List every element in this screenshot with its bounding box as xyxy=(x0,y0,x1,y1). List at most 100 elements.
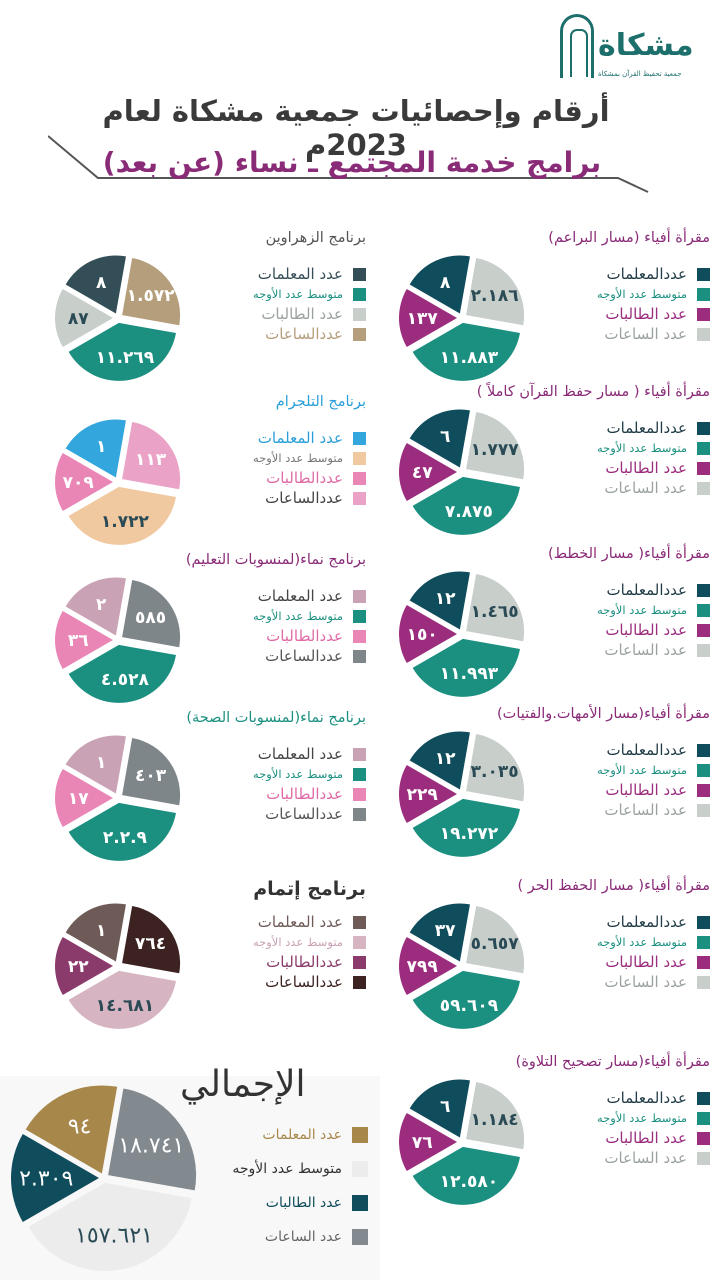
program-legend: عدد المعلمات متوسط عدد الأوجه عددالطالبات ع… xyxy=(190,912,366,992)
card-7-legend-row-3: عددالساعات xyxy=(190,804,366,824)
program-card-6: مقرأة أفياء(مسار الأمهات.والفتيات) ١٢ ١٩.٢… xyxy=(380,706,710,857)
card-5-legend-swatch-1 xyxy=(353,609,366,623)
card-5-legend-row-3: عددالساعات xyxy=(190,646,366,666)
card-5-slice-label-3: ٥٨٥ xyxy=(135,608,166,628)
card-0-slice-3 xyxy=(466,258,525,326)
total-slice-label-1: ١٥٧.٦٢١ xyxy=(75,1224,153,1249)
card-4-legend-row-3: عدد الساعات xyxy=(534,640,710,660)
total-legend-swatch-2 xyxy=(352,1195,368,1211)
card-7-slice-label-0: ١ xyxy=(96,753,106,773)
card-4-legend-swatch-2 xyxy=(697,623,710,637)
card-3-slice-3 xyxy=(122,422,181,490)
total-slice-1 xyxy=(28,1182,192,1271)
card-10-legend-label-0: عددالمعلمات xyxy=(606,1089,687,1107)
card-8-legend-label-1: متوسط عدد الأوجه xyxy=(596,935,687,949)
card-5-legend-label-0: عدد المعلمات xyxy=(257,587,343,605)
card-5-legend-swatch-0 xyxy=(353,589,366,603)
program-card-title: برنامج التلجرام xyxy=(275,394,366,410)
card-10-slice-1 xyxy=(412,1146,520,1205)
page-title: أرقام وإحصائيات جمعية مشكاة لعام 2023م xyxy=(102,94,610,162)
card-1-legend-label-1: متوسط عدد الأوجه xyxy=(252,287,343,301)
total-legend-swatch-1 xyxy=(352,1161,368,1177)
card-1-slice-label-0: ٨ xyxy=(96,273,107,293)
card-5-slice-label-1: ٤.٥٢٨ xyxy=(101,670,150,690)
program-legend: عدد المعلمات متوسط عدد الأوجه عددالطالبات ع… xyxy=(190,744,366,824)
card-8-legend-swatch-2 xyxy=(697,955,710,969)
card-6-legend-label-0: عددالمعلمات xyxy=(606,741,687,759)
card-9-legend-swatch-3 xyxy=(353,975,366,989)
card-6-legend-row-2: عدد الطالبات xyxy=(534,780,710,800)
card-8-slice-0 xyxy=(409,903,470,962)
card-4-slice-1 xyxy=(412,638,520,697)
total-legend-label-2: عدد الطالبات xyxy=(265,1195,342,1211)
program-legend: عدد المعلمات متوسط عدد الأوجه عدد الطالبات… xyxy=(190,264,366,344)
card-7-slice-1 xyxy=(68,802,176,861)
card-2-legend-label-2: عدد الطالبات xyxy=(605,459,687,477)
total-legend: عدد المعلمات متوسط عدد الأوجه عدد الطالبات… xyxy=(228,1118,368,1254)
card-4-legend-label-0: عددالمعلمات xyxy=(606,581,687,599)
program-card-title: مقرأة أفياء(مسار تصحيح التلاوة) xyxy=(515,1054,710,1070)
card-7-legend-row-2: عددالطالبات xyxy=(190,784,366,804)
card-1-legend-label-3: عددالساعات xyxy=(265,325,343,343)
card-7-slice-3 xyxy=(122,738,181,806)
card-5-slice-1 xyxy=(68,644,176,703)
card-2-legend-label-3: عدد الساعات xyxy=(604,479,687,497)
card-6-legend-row-1: متوسط عدد الأوجه xyxy=(534,760,710,780)
program-card-title: مقرأة أفياء( مسار الخطط) xyxy=(547,546,710,562)
total-legend-swatch-0 xyxy=(352,1127,368,1143)
program-card-10: مقرأة أفياء(مسار تصحيح التلاوة) ٦ ١٢.٥٨٠ ٧٦… xyxy=(380,1054,710,1205)
card-1-legend-swatch-0 xyxy=(353,267,366,281)
card-0-slice-1 xyxy=(412,322,520,381)
card-0-legend-row-1: متوسط عدد الأوجه xyxy=(534,284,710,304)
card-1-slice-2 xyxy=(55,289,113,347)
total-legend-row-1: متوسط عدد الأوجه xyxy=(228,1152,368,1186)
card-0-legend-row-2: عدد الطالبات xyxy=(534,304,710,324)
card-4-legend-swatch-0 xyxy=(697,583,710,597)
card-9-slice-label-3: ٧٦٤ xyxy=(135,934,166,954)
card-1-legend-row-2: عدد الطالبات xyxy=(190,304,366,324)
card-7-slice-label-2: ١٧ xyxy=(68,789,89,809)
card-6-legend-swatch-3 xyxy=(697,803,710,817)
card-4-slice-0 xyxy=(409,571,470,630)
card-5-legend-swatch-3 xyxy=(353,649,366,663)
card-6-slice-label-2: ٢٢٩ xyxy=(407,785,439,805)
program-pie-chart: ١ ٢.٢.٩ ١٧ ٤٠٣ xyxy=(55,735,181,861)
card-3-legend-row-2: عددالطالبات xyxy=(190,468,366,488)
card-3-slice-2 xyxy=(55,453,113,511)
card-3-legend-row-3: عددالساعات xyxy=(190,488,366,508)
program-legend: عددالمعلمات متوسط عدد الأوجه عدد الطالبات ع… xyxy=(534,912,710,992)
program-legend: عددالمعلمات متوسط عدد الأوجه عدد الطالبات ع… xyxy=(534,580,710,660)
card-10-slice-3 xyxy=(466,1082,525,1150)
card-9-slice-0 xyxy=(65,903,126,962)
card-2-legend-swatch-0 xyxy=(697,421,710,435)
card-6-legend-row-0: عددالمعلمات xyxy=(534,740,710,760)
page-subtitle: برامج خدمة المجتمع ـ نساء (عن بعد) xyxy=(102,146,602,179)
card-8-slice-label-0: ٣٧ xyxy=(435,921,456,941)
card-8-legend-row-2: عدد الطالبات xyxy=(534,952,710,972)
card-9-slice-label-0: ١ xyxy=(96,921,106,941)
card-8-legend-swatch-0 xyxy=(697,915,710,929)
program-card-4: مقرأة أفياء( مسار الخطط) ١٢ ١١.٩٩٣ ١٥٠ ١.٤٦٥… xyxy=(380,546,710,697)
card-10-legend-row-3: عدد الساعات xyxy=(534,1148,710,1168)
card-10-legend-row-2: عدد الطالبات xyxy=(534,1128,710,1148)
card-8-slice-2 xyxy=(399,937,457,995)
card-3-legend-swatch-0 xyxy=(353,431,366,445)
card-0-slice-label-3: ٢.١٨٦ xyxy=(471,286,519,306)
card-6-legend-swatch-2 xyxy=(697,783,710,797)
total-slice-label-0: ٩٤ xyxy=(68,1114,92,1139)
total-slice-3 xyxy=(108,1088,197,1191)
card-7-legend-label-2: عددالطالبات xyxy=(266,785,343,803)
card-5-legend-label-1: متوسط عدد الأوجه xyxy=(252,609,343,623)
card-3-legend-row-1: متوسط عدد الأوجه xyxy=(190,448,366,468)
card-2-slice-3 xyxy=(466,412,525,480)
card-8-legend-label-2: عدد الطالبات xyxy=(605,953,687,971)
card-0-legend-swatch-1 xyxy=(697,287,710,301)
card-9-legend-label-3: عددالساعات xyxy=(265,973,343,991)
card-2-slice-2 xyxy=(399,443,457,501)
card-3-legend-label-3: عددالساعات xyxy=(265,489,343,507)
card-10-legend-label-2: عدد الطالبات xyxy=(605,1129,687,1147)
program-legend: عدد المعلمات متوسط عدد الأوجه عددالطالبات ع… xyxy=(190,428,366,508)
card-4-slice-label-2: ١٥٠ xyxy=(407,625,438,645)
card-2-legend-label-1: متوسط عدد الأوجه xyxy=(596,441,687,455)
